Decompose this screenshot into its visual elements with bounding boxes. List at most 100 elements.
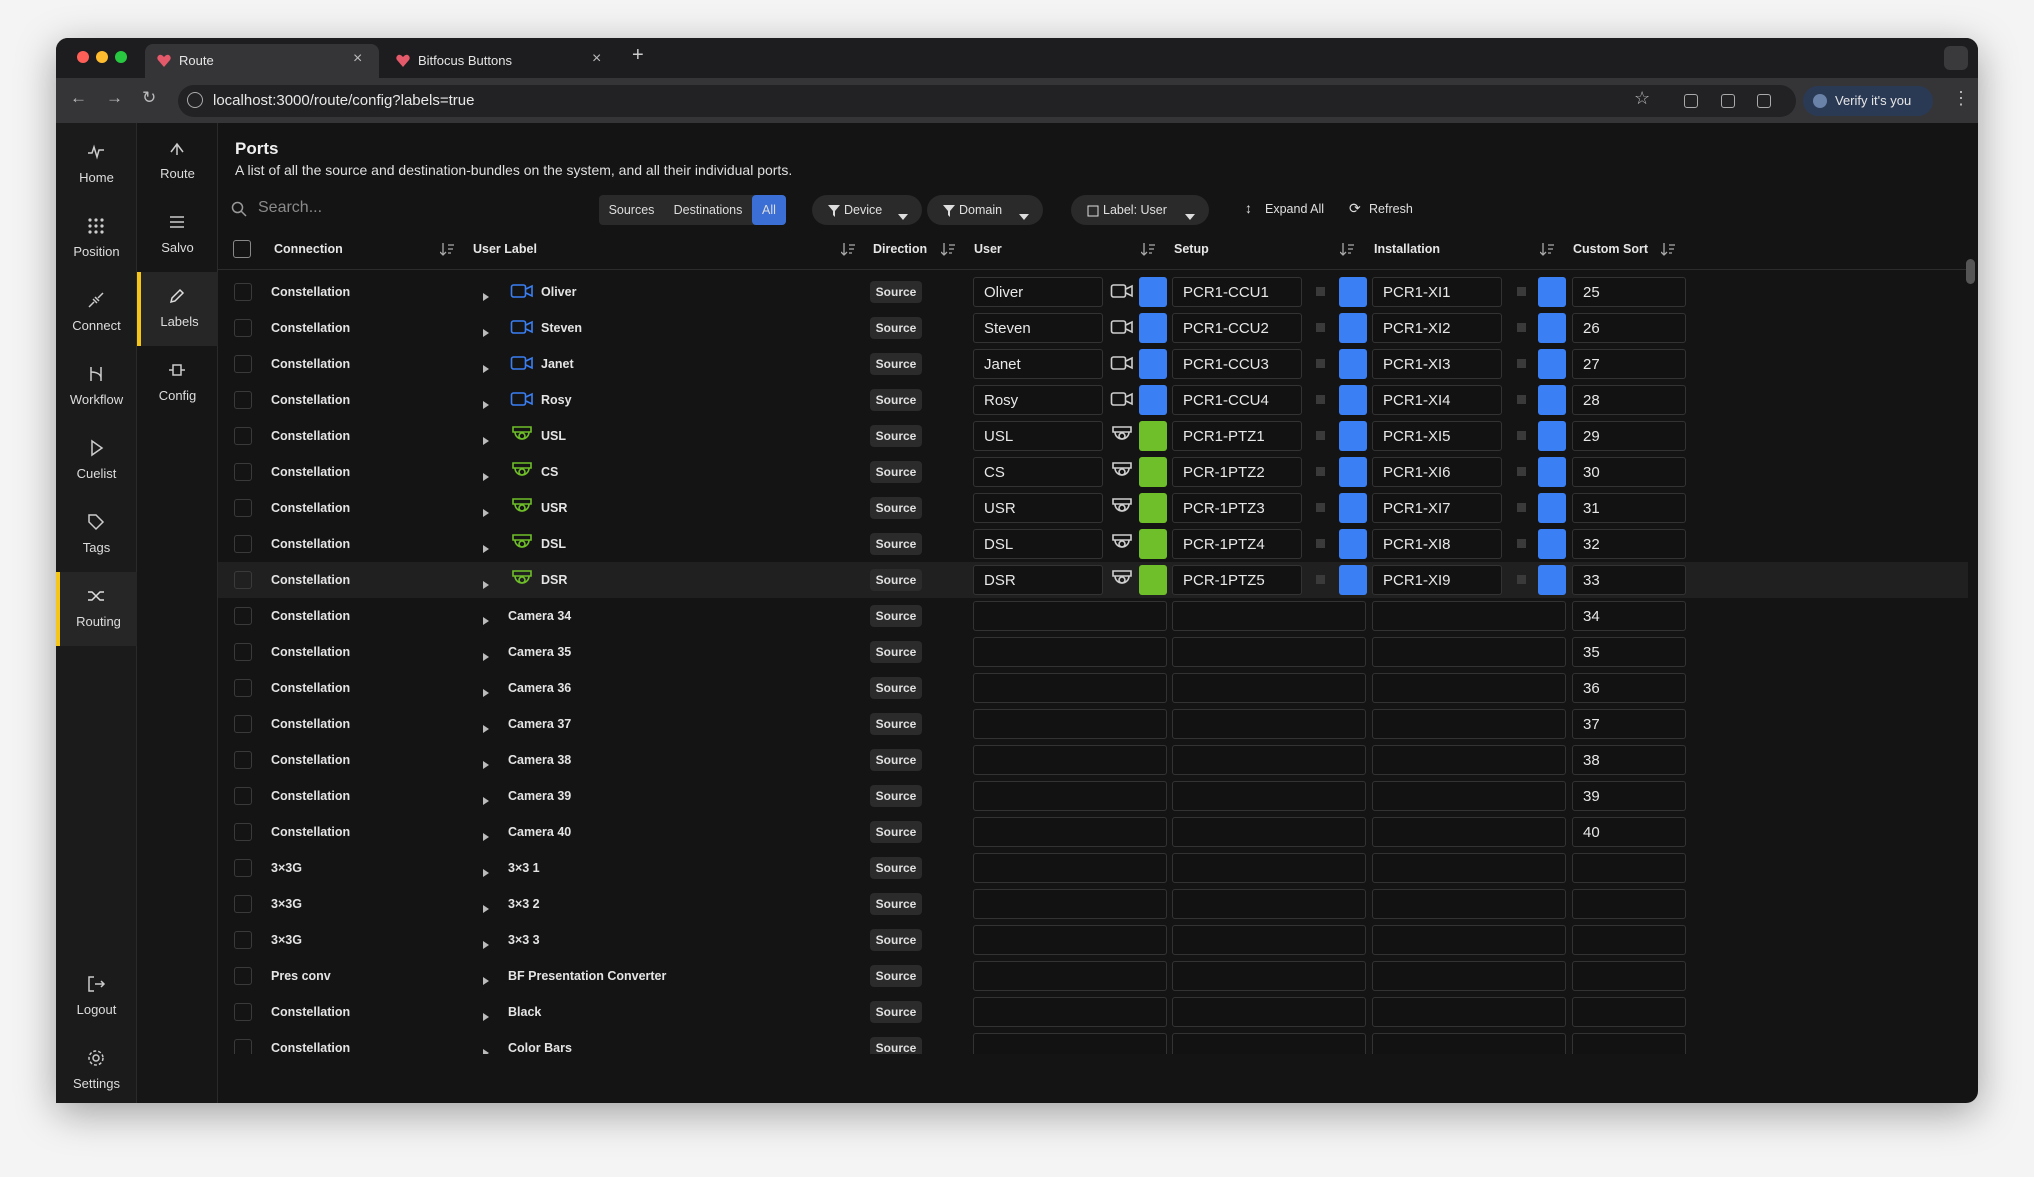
setup-input[interactable] xyxy=(1172,709,1366,739)
nav-button[interactable]: ↻ xyxy=(142,88,157,107)
url-bar[interactable] xyxy=(178,85,1796,117)
color-swatch[interactable] xyxy=(1139,529,1167,559)
row-checkbox[interactable] xyxy=(234,823,252,841)
color-swatch[interactable] xyxy=(1139,349,1167,379)
user-input[interactable] xyxy=(973,997,1167,1027)
user-input[interactable]: CS xyxy=(973,457,1103,487)
search-input[interactable]: Search... xyxy=(258,199,323,216)
color-swatch[interactable] xyxy=(1538,493,1566,523)
user-icon[interactable] xyxy=(1110,317,1134,339)
color-swatch[interactable] xyxy=(1339,313,1367,343)
color-swatch[interactable] xyxy=(1339,277,1367,307)
custom-sort-input[interactable]: 30 xyxy=(1572,457,1686,487)
user-icon[interactable] xyxy=(1110,425,1134,447)
tab-menu[interactable] xyxy=(1944,46,1968,70)
row-checkbox[interactable] xyxy=(234,355,252,373)
column-header[interactable]: Custom Sort xyxy=(1573,242,1648,256)
window-control[interactable] xyxy=(115,51,127,63)
installation-input[interactable]: PCR1-XI8 xyxy=(1372,529,1502,559)
setup-input[interactable] xyxy=(1172,997,1366,1027)
color-swatch[interactable] xyxy=(1339,421,1367,451)
domain-filter[interactable]: Domain xyxy=(927,195,1043,225)
custom-sort-input[interactable]: 40 xyxy=(1572,817,1686,847)
row-checkbox[interactable] xyxy=(234,463,252,481)
custom-sort-input[interactable] xyxy=(1572,853,1686,883)
expand-arrow[interactable] xyxy=(483,756,489,769)
user-input[interactable]: Steven xyxy=(973,313,1103,343)
installation-input[interactable]: PCR1-XI6 xyxy=(1372,457,1502,487)
color-swatch[interactable] xyxy=(1139,385,1167,415)
installation-input[interactable] xyxy=(1372,925,1566,955)
user-input[interactable] xyxy=(973,601,1167,631)
color-swatch[interactable] xyxy=(1339,493,1367,523)
color-swatch[interactable] xyxy=(1538,457,1566,487)
row-checkbox[interactable] xyxy=(234,427,252,445)
sort-toggle[interactable] xyxy=(940,242,955,256)
expand-arrow[interactable] xyxy=(483,1008,489,1021)
row-checkbox[interactable] xyxy=(234,895,252,913)
color-swatch[interactable] xyxy=(1339,565,1367,595)
installation-input[interactable]: PCR1-XI7 xyxy=(1372,493,1502,523)
expand-arrow[interactable] xyxy=(483,612,489,625)
color-swatch[interactable] xyxy=(1538,385,1566,415)
installation-input[interactable]: PCR1-XI4 xyxy=(1372,385,1502,415)
installation-input[interactable] xyxy=(1372,673,1566,703)
device-filter[interactable]: Device xyxy=(812,195,922,225)
setup-input[interactable] xyxy=(1172,637,1366,667)
nav-item[interactable]: Home xyxy=(56,128,137,202)
segment-button[interactable]: All xyxy=(752,195,786,225)
label-select[interactable]: Label: User xyxy=(1071,195,1209,225)
custom-sort-input[interactable]: 32 xyxy=(1572,529,1686,559)
custom-sort-input[interactable] xyxy=(1572,997,1686,1027)
setup-input[interactable] xyxy=(1172,745,1366,775)
custom-sort-input[interactable]: 28 xyxy=(1572,385,1686,415)
setup-input[interactable]: PCR1-CCU3 xyxy=(1172,349,1302,379)
nav-item[interactable]: Route xyxy=(137,124,218,198)
setup-input[interactable] xyxy=(1172,853,1366,883)
installation-input[interactable] xyxy=(1372,997,1566,1027)
window-control[interactable] xyxy=(96,51,108,63)
sort-toggle[interactable] xyxy=(439,242,454,256)
expand-arrow[interactable] xyxy=(483,1044,489,1054)
installation-input[interactable]: PCR1-XI1 xyxy=(1372,277,1502,307)
installation-input[interactable] xyxy=(1372,601,1566,631)
color-swatch[interactable] xyxy=(1538,421,1566,451)
nav-item[interactable]: Position xyxy=(56,202,137,276)
expand-arrow[interactable] xyxy=(483,360,489,373)
user-input[interactable] xyxy=(973,817,1167,847)
nav-item[interactable]: Workflow xyxy=(56,350,137,424)
color-swatch[interactable] xyxy=(1339,385,1367,415)
user-input[interactable]: USL xyxy=(973,421,1103,451)
expand-arrow[interactable] xyxy=(483,792,489,805)
custom-sort-input[interactable] xyxy=(1572,889,1686,919)
nav-item[interactable]: Connect xyxy=(56,276,137,350)
row-checkbox[interactable] xyxy=(234,787,252,805)
nav-button[interactable]: → xyxy=(106,88,123,107)
setup-input[interactable]: PCR-1PTZ5 xyxy=(1172,565,1302,595)
user-input[interactable] xyxy=(973,853,1167,883)
column-header[interactable]: Setup xyxy=(1174,242,1209,256)
row-checkbox[interactable] xyxy=(234,1039,252,1054)
installation-input[interactable] xyxy=(1372,817,1566,847)
setup-input[interactable]: PCR-1PTZ4 xyxy=(1172,529,1302,559)
user-icon[interactable] xyxy=(1110,569,1134,591)
installation-input[interactable] xyxy=(1372,961,1566,991)
sort-toggle[interactable] xyxy=(1660,242,1675,256)
row-checkbox[interactable] xyxy=(234,859,252,877)
custom-sort-input[interactable]: 29 xyxy=(1572,421,1686,451)
tab-close[interactable]: × xyxy=(353,50,363,67)
row-checkbox[interactable] xyxy=(234,1003,252,1021)
color-swatch[interactable] xyxy=(1538,349,1566,379)
installation-input[interactable] xyxy=(1372,709,1566,739)
user-icon[interactable] xyxy=(1110,281,1134,303)
custom-sort-input[interactable]: 26 xyxy=(1572,313,1686,343)
row-checkbox[interactable] xyxy=(234,571,252,589)
expand-arrow[interactable] xyxy=(483,720,489,733)
installation-input[interactable] xyxy=(1372,745,1566,775)
expand-arrow[interactable] xyxy=(483,864,489,877)
setup-input[interactable]: PCR1-CCU1 xyxy=(1172,277,1302,307)
expand-arrow[interactable] xyxy=(483,288,489,301)
nav-item[interactable]: Salvo xyxy=(137,198,218,272)
sort-toggle[interactable] xyxy=(1140,242,1155,256)
nav-button[interactable]: ← xyxy=(70,88,87,107)
